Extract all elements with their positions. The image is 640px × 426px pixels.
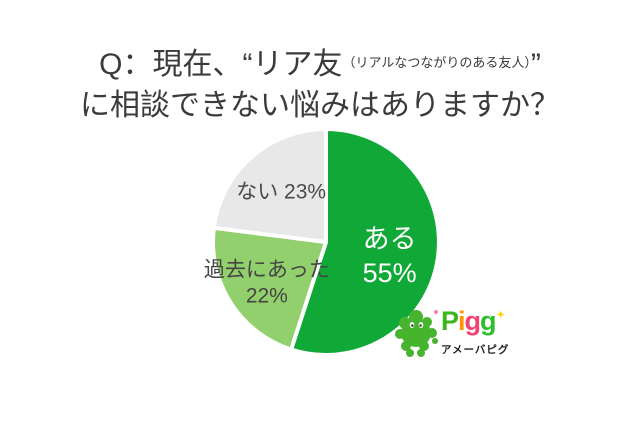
pigg-logo: Pigg✦ アメーバピグ (394, 305, 509, 361)
pigg-letter: i (458, 306, 465, 336)
pigg-letter: g (480, 306, 496, 336)
title-closing-quote: ” (530, 48, 541, 81)
title-line1-annotation: （リアルなつながりのある友人） (342, 55, 531, 70)
pie-slice-label: ある 55% (363, 224, 417, 288)
title-line2: に相談できない悩みはありますか？ (80, 89, 560, 122)
title-line1-main: Q：現在、“リア友 (99, 48, 343, 81)
pie-slice-label: 過去にあった 22% (204, 258, 330, 307)
pigg-mascot-body (395, 310, 438, 357)
pie-slice-過去にあった (211, 225, 328, 352)
pigg-mascot-eyes (409, 322, 424, 328)
pigg-mascot-sparkle-dot (434, 310, 438, 314)
question-title: Q：現在、“リア友（リアルなつながりのある友人）” に相談できない悩みはあります… (0, 48, 640, 123)
pie-slice-ない (211, 127, 328, 244)
pie-slice-label: ない 23% (236, 180, 326, 203)
pigg-subtitle: アメーバピグ (441, 344, 510, 356)
sparkle-icon: ✦ (496, 310, 505, 321)
pie-slice-ある (289, 127, 441, 357)
title-line1: Q：現在、“リア友（リアルなつながりのある友人）” (0, 48, 640, 87)
pigg-wordmark: Pigg✦ (441, 308, 509, 341)
pigg-letter: P (441, 306, 459, 336)
pigg-logo-text: Pigg✦ アメーバピグ (441, 308, 509, 357)
pigg-mascot-icon (395, 310, 438, 357)
pigg-letter: g (464, 306, 481, 336)
